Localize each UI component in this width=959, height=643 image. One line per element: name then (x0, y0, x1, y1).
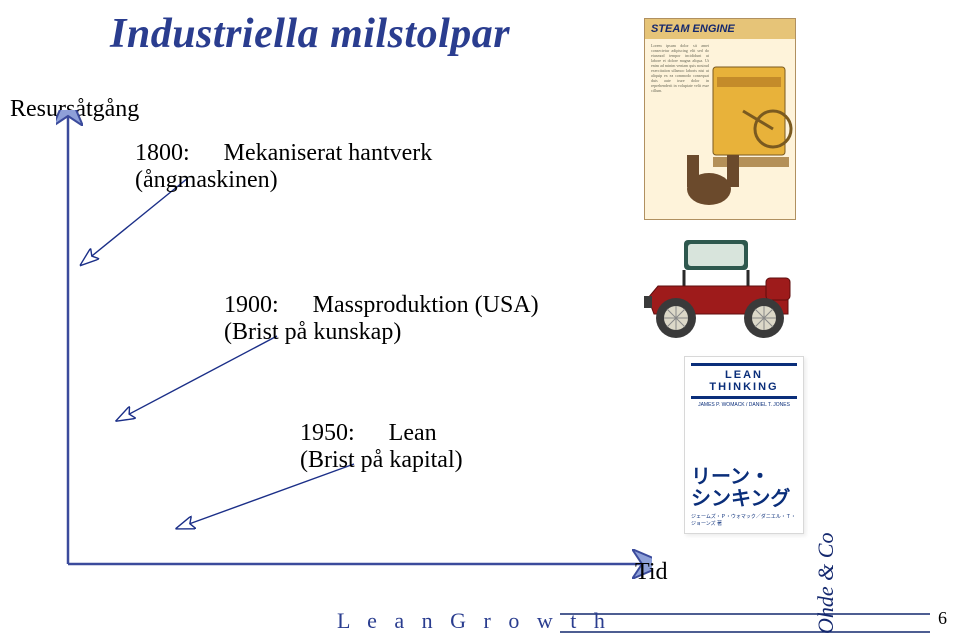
book-authors-jp: ジェームズ・Ｐ・ウォマック／ダニエル・Ｔ・ジョーンズ 著 (691, 513, 797, 527)
car-image (636, 232, 804, 344)
lean-thinking-book-image: LEAN THINKING JAMES P. WOMACK / DANIEL T… (684, 356, 804, 534)
milestone-1800: 1800: Mekaniserat hantverk (ångmaskinen) (135, 140, 432, 194)
company-logo: Ohde & Co (813, 600, 953, 634)
milestone-1950: 1950: Lean (Brist på kapital) (300, 420, 463, 474)
milestone-1900: 1900: Massproduktion (USA) (Brist på kun… (224, 292, 539, 346)
m1800-line2: (ångmaskinen) (135, 167, 278, 193)
steam-engine-image: STEAM ENGINE Lorem ipsum dolor sit amet … (644, 18, 796, 220)
m1900-line1: Massproduktion (USA) (313, 292, 539, 318)
steam-engine-caption: STEAM ENGINE (645, 19, 795, 39)
book-title-jp-1: リーン・ (691, 466, 770, 488)
year-1900: 1900: (224, 292, 279, 318)
m1900-line2: (Brist på kunskap) (224, 319, 401, 345)
steam-engine-smalltext: Lorem ipsum dolor sit amet consectetur a… (651, 43, 709, 93)
book-authors-en: JAMES P. WOMACK / DANIEL T. JONES (691, 402, 797, 408)
slide-title: Industriella milstolpar (110, 10, 510, 58)
footer-text: L e a n G r o w t h (337, 608, 611, 634)
book-title-jp-2: シンキング (691, 488, 790, 510)
book-title-en: LEAN THINKING (691, 363, 797, 399)
x-axis-label: Tid (635, 559, 667, 586)
year-1950: 1950: (300, 420, 355, 446)
m1950-line1: Lean (389, 420, 437, 446)
year-1800: 1800: (135, 140, 190, 166)
m1950-line2: (Brist på kapital) (300, 447, 463, 473)
m1800-line1: Mekaniserat hantverk (224, 140, 433, 166)
